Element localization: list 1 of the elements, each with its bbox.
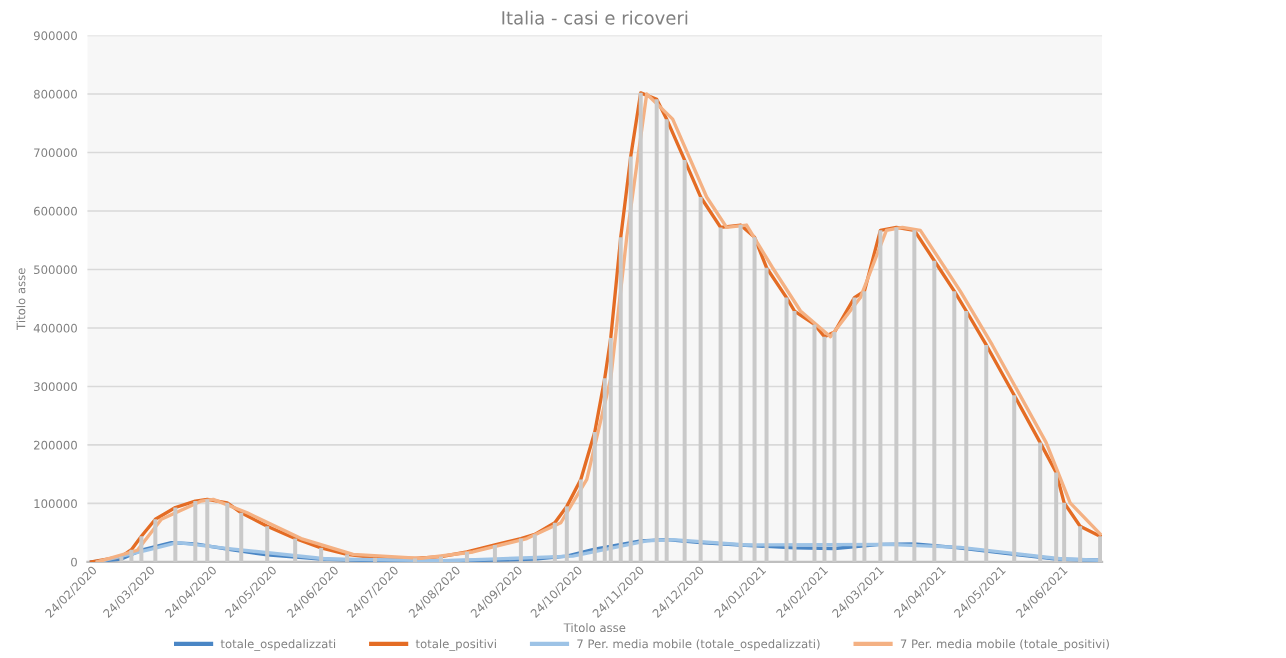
chart-title: Italia - casi e ricoveri xyxy=(502,10,688,25)
